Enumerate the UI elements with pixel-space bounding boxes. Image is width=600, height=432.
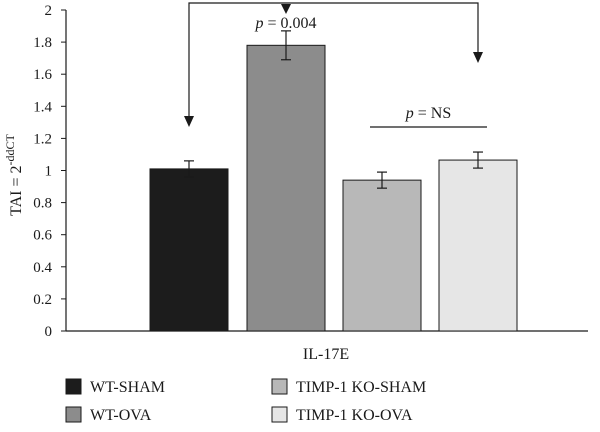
arrow-head <box>281 4 291 14</box>
legend-label: TIMP-1 KO-OVA <box>296 407 413 424</box>
legend-label: WT-SHAM <box>90 379 165 396</box>
arrow-head <box>473 52 483 63</box>
legend-swatch <box>65 378 82 395</box>
p-value-label: p = 0.004 <box>254 15 316 32</box>
y-tick-label: 1.8 <box>33 35 52 51</box>
y-tick-label: 0.2 <box>33 292 52 308</box>
bar <box>149 168 229 332</box>
bars <box>149 30 518 332</box>
legend-swatch <box>271 406 288 423</box>
legend: WT-SHAM WT-OVA TIMP-1 KO-SHAM TIMP-1 KO-OVA <box>65 378 426 424</box>
y-axis-title: TAI = 2-ddCT <box>3 133 25 215</box>
y-tick-label: 0.4 <box>33 260 52 276</box>
y-tick-label: 2 <box>45 3 53 19</box>
legend-label: TIMP-1 KO-SHAM <box>296 379 426 396</box>
axes: 0 0.2 0.4 0.6 0.8 1 1.2 1.4 1.6 1.8 2 <box>33 3 588 340</box>
significance-bracket <box>188 2 479 118</box>
bar <box>342 179 422 332</box>
y-tick-label: 0 <box>45 324 53 340</box>
annotations: p = 0.004 p = NS <box>184 2 487 128</box>
y-tick-label: 0.6 <box>33 228 52 244</box>
y-tick-label: 1.2 <box>33 131 52 147</box>
y-tick-label: 1.6 <box>33 67 52 83</box>
legend-swatch <box>65 406 82 423</box>
legend-swatch <box>271 378 288 395</box>
y-tick-label: 1 <box>45 164 53 180</box>
arrow-head <box>184 116 194 127</box>
y-tick-label: 0.8 <box>33 196 52 212</box>
y-tick-label: 1.4 <box>33 99 52 115</box>
legend-label: WT-OVA <box>90 407 152 424</box>
x-category-label: IL-17E <box>303 346 349 363</box>
bar <box>438 159 518 332</box>
p-value-label: p = NS <box>405 105 451 122</box>
bar <box>246 44 326 332</box>
